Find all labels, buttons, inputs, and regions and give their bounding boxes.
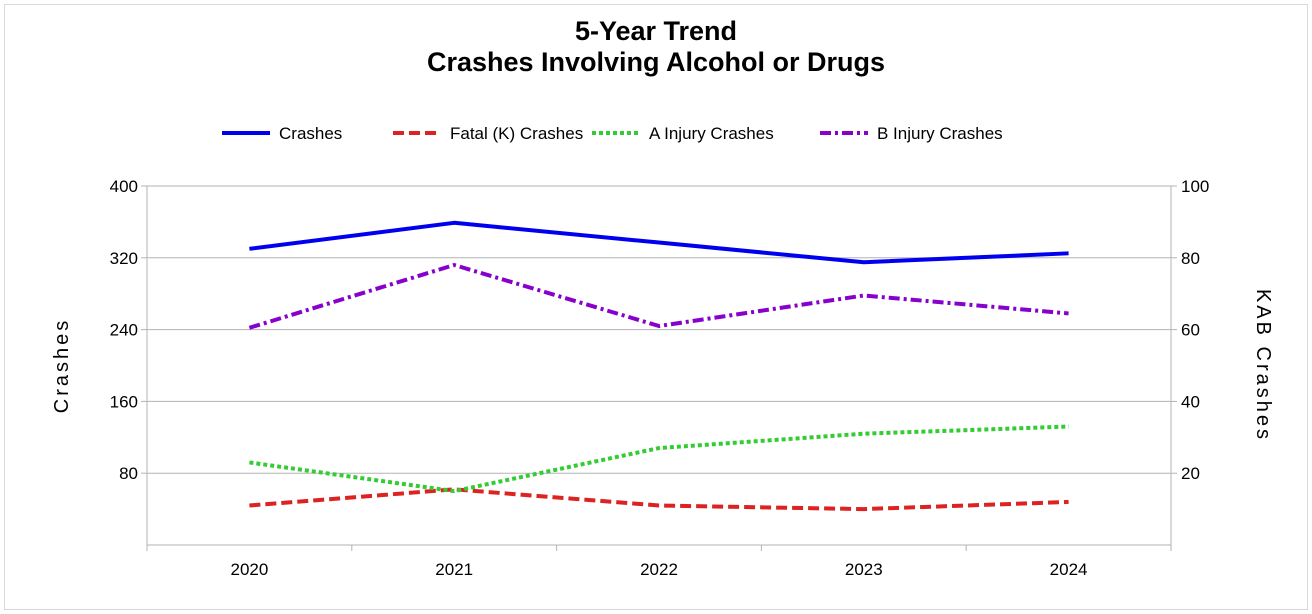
x-tick-label: 2021 [435, 560, 473, 579]
y2-tick-label: 40 [1181, 392, 1200, 411]
y-tick-label: 240 [110, 321, 138, 340]
series-line-4 [249, 265, 1068, 328]
y-tick-label: 80 [119, 464, 138, 483]
legend-label: Crashes [279, 124, 342, 143]
series-line-1 [249, 223, 1068, 262]
x-tick-label: 2023 [845, 560, 883, 579]
series-line-2 [249, 489, 1068, 509]
y2-axis-title: KAB Crashes [1252, 289, 1274, 442]
legend-label: B Injury Crashes [877, 124, 1003, 143]
y2-tick-label: 60 [1181, 321, 1200, 340]
y-axis-title: Crashes [51, 318, 73, 413]
y-tick-label: 160 [110, 392, 138, 411]
y2-tick-label: 100 [1181, 177, 1209, 196]
x-tick-label: 2022 [640, 560, 678, 579]
series-line-3 [249, 427, 1068, 492]
x-tick-label: 2020 [230, 560, 268, 579]
legend-label: Fatal (K) Crashes [450, 124, 583, 143]
y-tick-label: 400 [110, 177, 138, 196]
legend-label: A Injury Crashes [649, 124, 774, 143]
y-tick-label: 320 [110, 249, 138, 268]
y2-tick-label: 20 [1181, 464, 1200, 483]
x-tick-label: 2024 [1050, 560, 1088, 579]
y2-tick-label: 80 [1181, 249, 1200, 268]
